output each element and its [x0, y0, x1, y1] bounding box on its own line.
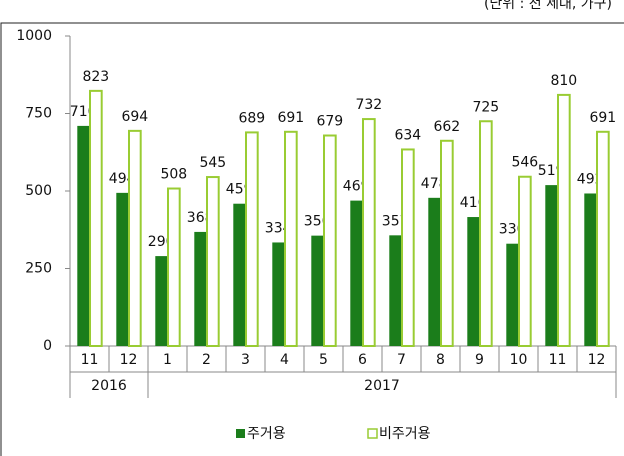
legend-label: 주거용	[247, 426, 286, 442]
data-label: 634	[394, 127, 421, 143]
bar	[128, 129, 142, 347]
unit-note: (단위 : 천 세대, 가구)	[484, 0, 612, 12]
x-tick-label: 12	[120, 352, 138, 368]
bar	[545, 185, 557, 346]
legend-swatch	[367, 428, 378, 439]
data-label: 546	[511, 155, 538, 171]
bar	[584, 193, 596, 346]
y-tick-label: 250	[25, 261, 52, 277]
bar	[272, 242, 284, 346]
bar	[323, 134, 337, 347]
x-tick-label: 7	[397, 352, 406, 368]
chart-frame	[0, 22, 624, 456]
x-tick-label: 6	[358, 352, 367, 368]
x-tick-label: 2	[202, 352, 211, 368]
x-tick-label: 4	[280, 352, 289, 368]
bar	[206, 176, 220, 347]
legend-swatch	[236, 429, 245, 438]
data-label: 732	[355, 97, 382, 113]
bar	[245, 131, 259, 347]
legend-label: 비주거용	[379, 426, 431, 442]
x-tick-label: 5	[319, 352, 328, 368]
bar	[155, 256, 167, 346]
bar	[311, 235, 323, 346]
bar	[518, 175, 532, 347]
group-label: 2016	[91, 378, 127, 394]
bar	[194, 231, 206, 346]
data-label: 810	[550, 73, 577, 89]
bar	[440, 139, 454, 347]
data-label: 691	[277, 110, 304, 126]
x-tick-label: 11	[81, 352, 99, 368]
y-tick-label: 500	[25, 183, 52, 199]
x-tick-label: 11	[549, 352, 567, 368]
bar	[401, 148, 415, 347]
data-label: 689	[238, 110, 265, 126]
bar	[596, 130, 610, 347]
data-label: 679	[316, 114, 343, 130]
data-label: 694	[121, 109, 148, 125]
bar	[557, 93, 571, 348]
data-label: 823	[82, 69, 109, 85]
x-tick-label: 8	[436, 352, 445, 368]
group-label: 2017	[364, 378, 400, 394]
data-label: 662	[433, 119, 460, 135]
x-tick-label: 3	[241, 352, 250, 368]
bar	[167, 187, 181, 347]
x-tick-label: 12	[588, 352, 606, 368]
bar	[362, 118, 376, 347]
data-label: 725	[472, 99, 499, 115]
x-tick-label: 10	[510, 352, 528, 368]
bar	[350, 200, 362, 346]
bar	[506, 243, 518, 346]
bar	[233, 203, 245, 346]
data-label: 545	[199, 155, 226, 171]
data-label: 691	[589, 110, 616, 126]
bar	[284, 130, 298, 347]
bar	[389, 235, 401, 346]
bar	[479, 120, 493, 347]
y-tick-label: 1000	[16, 28, 52, 44]
bar	[116, 192, 128, 346]
y-tick-label: 0	[43, 338, 52, 354]
bar	[428, 197, 440, 346]
x-tick-label: 1	[163, 352, 172, 368]
data-label: 508	[160, 167, 187, 183]
y-tick-label: 750	[25, 106, 52, 122]
bar	[89, 89, 103, 348]
bar	[467, 217, 479, 346]
bar	[77, 125, 89, 347]
x-tick-label: 9	[475, 352, 484, 368]
